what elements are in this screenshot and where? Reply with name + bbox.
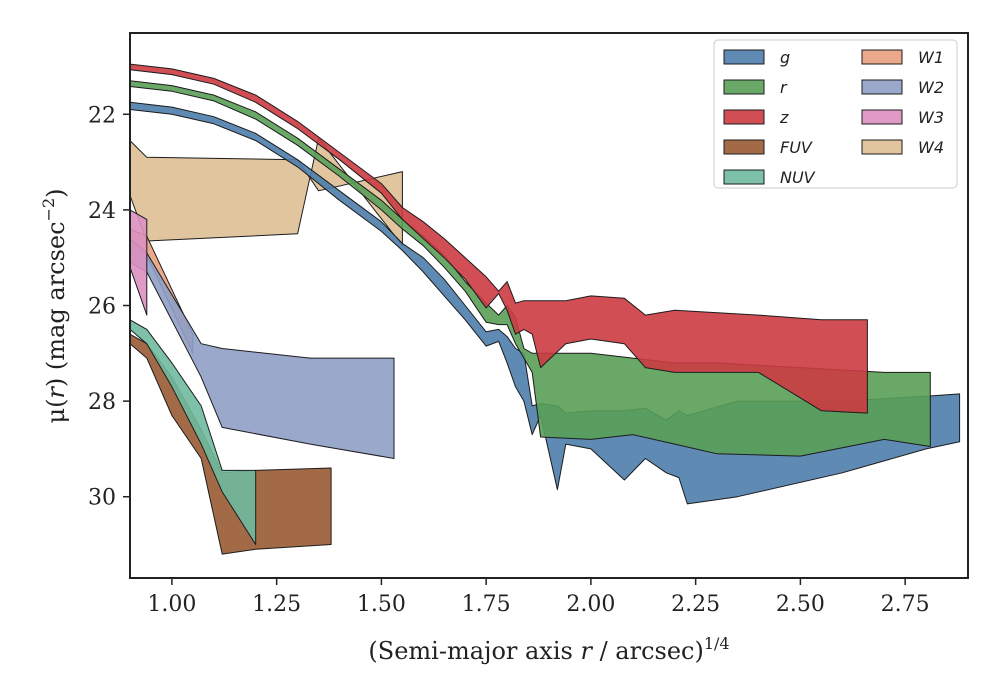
legend-swatch-w1 [861, 49, 903, 65]
y-axis-label-end: ) [42, 188, 70, 197]
legend-label-w3: W3 [918, 108, 944, 127]
y-axis-ticks: 22 24 26 28 30 [88, 103, 130, 511]
y-tick-label: 24 [88, 199, 116, 224]
legend-swatch-nuv [723, 169, 765, 185]
x-axis-label-var: r [580, 637, 593, 665]
legend-swatch-r [723, 79, 765, 95]
x-axis-ticks: 1.00 1.25 1.50 1.75 2.00 2.25 2.50 2.75 [147, 578, 930, 617]
legend-label-nuv: NUV [780, 168, 816, 187]
x-axis-label-post: / arcsec) [592, 637, 704, 665]
legend-swatch-fuv [723, 139, 765, 155]
legend-swatch-w2 [861, 79, 903, 95]
y-tick-label: 26 [88, 295, 116, 320]
x-axis-label-pre: (Semi-major axis [368, 637, 580, 665]
legend-swatch-g [723, 49, 765, 65]
series-bands [129, 63, 961, 555]
x-tick-label: 1.50 [357, 592, 406, 617]
y-tick-label: 30 [88, 486, 116, 511]
x-tick-label: 2.75 [881, 592, 930, 617]
band-z [129, 63, 868, 414]
x-tick-label: 1.25 [252, 592, 301, 617]
y-axis-label-post: ) (mag arcsec [42, 221, 70, 387]
legend-label-w1: W1 [918, 48, 944, 67]
x-tick-label: 2.50 [776, 592, 825, 617]
legend-swatch-w3 [861, 109, 903, 125]
legend-label-z: z [779, 108, 789, 127]
legend-label-w2: W2 [918, 78, 944, 97]
legend: grz FUV NUV W1 W2 W3 W4 [713, 39, 958, 189]
legend-label-r: r [780, 78, 788, 97]
x-axis-label-sup: 1/4 [704, 634, 730, 653]
band-nuv [129, 319, 257, 545]
legend-label-g: g [780, 48, 790, 67]
y-axis-label-sup: −2 [39, 198, 58, 222]
y-axis-label-pre: μ( [42, 399, 70, 424]
legend-swatch-w4 [861, 139, 903, 155]
x-tick-label: 2.25 [671, 592, 720, 617]
legend-swatch-z [723, 109, 765, 125]
x-tick-label: 2.00 [566, 592, 615, 617]
y-axis-label-var: r [42, 386, 70, 399]
y-axis-label: μ(r) (mag arcsec−2) [39, 188, 70, 423]
x-tick-label: 1.00 [147, 592, 196, 617]
y-tick-label: 22 [88, 103, 116, 128]
legend-label-fuv: FUV [780, 138, 813, 157]
x-tick-label: 1.75 [462, 592, 511, 617]
y-tick-label: 28 [88, 390, 116, 415]
legend-label-w4: W4 [918, 138, 944, 157]
x-axis-label: (Semi-major axis r / arcsec)1/4 [368, 634, 729, 665]
